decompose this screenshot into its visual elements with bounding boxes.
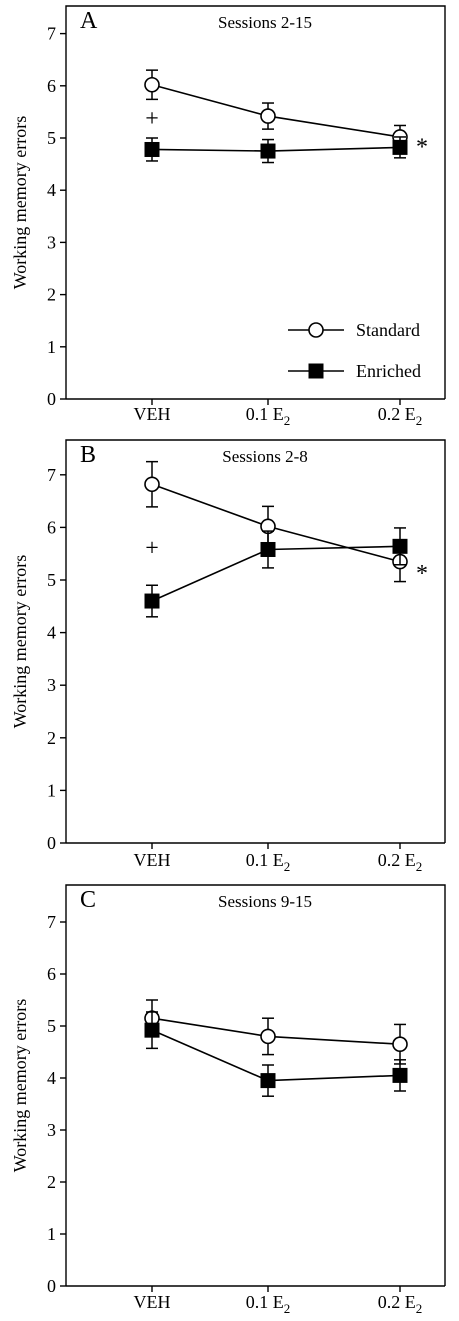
y-tick-label: 2	[47, 728, 56, 748]
annotation-plus: +	[145, 535, 159, 561]
y-tick-label: 3	[47, 675, 56, 695]
panel-frame	[65, 439, 446, 843]
point-enriched	[260, 541, 276, 557]
panel-letter: C	[80, 887, 96, 913]
point-standard	[260, 108, 276, 124]
y-tick-label: 5	[47, 570, 56, 590]
x-tick-label: 0.1 E2	[246, 404, 291, 428]
point-standard	[260, 1028, 276, 1045]
y-tick-label: 1	[47, 337, 56, 357]
point-enriched	[392, 1067, 408, 1083]
y-tick-label: 5	[47, 1016, 56, 1036]
panel-letter: A	[80, 8, 98, 34]
point-enriched	[144, 593, 160, 609]
y-tick-label: 2	[47, 1172, 56, 1192]
x-tick-label: 0.1 E2	[246, 1292, 291, 1316]
y-tick-label: 0	[47, 833, 56, 853]
annotation-star: *	[416, 135, 428, 161]
panel-frame	[65, 5, 446, 399]
y-tick-label: 7	[47, 912, 56, 932]
point-enriched	[260, 1073, 276, 1089]
annotation-star: *	[416, 561, 428, 587]
series-line-enriched	[151, 146, 401, 152]
legend-label: Standard	[356, 320, 420, 340]
legend-label: Enriched	[356, 361, 421, 381]
panel-a: 0 1 2 3 4 5 6 7 VEH 0.1 E2 0.2 E2 Working memory er…	[10, 5, 446, 428]
x-tick-label: VEH	[134, 850, 171, 870]
legend-marker-standard	[308, 322, 324, 338]
series-line-enriched	[151, 545, 401, 602]
panel-b: 0 1 2 3 4 5 6 7 VEH 0.1 E2 0.2 E2 Working memory er…	[10, 439, 446, 874]
panel-c: 0 1 2 3 4 5 6 7 VEH 0.1 E2 0.2 E2 Working memory er…	[10, 884, 446, 1316]
y-axis-label: Working memory errors	[10, 555, 30, 729]
y-tick-label: 4	[47, 1068, 56, 1088]
annotation-plus: +	[145, 106, 159, 132]
x-tick-label: VEH	[134, 1292, 171, 1312]
x-tick-label: 0.2 E2	[378, 1292, 423, 1316]
y-tick-label: 1	[47, 1224, 56, 1244]
x-tick-label: 0.1 E2	[246, 850, 291, 874]
point-standard	[392, 1036, 408, 1052]
y-tick-label: 3	[47, 232, 56, 252]
x-tick-label: VEH	[134, 404, 171, 424]
y-tick-label: 4	[47, 623, 56, 643]
point-enriched	[260, 143, 276, 159]
panel-frame	[65, 884, 446, 1286]
series-line-standard	[151, 1017, 401, 1045]
y-tick-label: 6	[47, 964, 56, 984]
y-axis-label: Working memory errors	[10, 116, 30, 290]
y-tick-label: 7	[47, 465, 56, 485]
panel-title: Sessions 9-15	[218, 892, 312, 911]
y-tick-label: 1	[47, 780, 56, 800]
legend-marker-enriched	[308, 363, 324, 379]
y-tick-label: 4	[47, 180, 56, 200]
y-tick-label: 6	[47, 517, 56, 537]
point-enriched	[392, 538, 408, 554]
series-line-standard	[151, 83, 401, 138]
y-tick-label: 7	[47, 24, 56, 44]
y-tick-label: 3	[47, 1120, 56, 1140]
point-standard	[144, 76, 160, 93]
series-line-enriched	[151, 1029, 401, 1082]
x-tick-label: 0.2 E2	[378, 850, 423, 874]
point-enriched	[144, 141, 160, 157]
y-tick-label: 0	[47, 389, 56, 409]
y-tick-label: 2	[47, 285, 56, 305]
y-axis-label: Working memory errors	[10, 999, 30, 1173]
legend: Standard Enriched	[288, 320, 421, 381]
y-tick-label: 5	[47, 128, 56, 148]
panel-letter: B	[80, 442, 96, 468]
point-enriched	[144, 1022, 160, 1038]
point-enriched	[392, 139, 408, 155]
y-tick-label: 6	[47, 76, 56, 96]
y-tick-label: 0	[47, 1276, 56, 1296]
point-standard	[144, 476, 160, 493]
panel-title: Sessions 2-8	[222, 447, 307, 466]
x-tick-label: 0.2 E2	[378, 404, 423, 428]
panel-title: Sessions 2-15	[218, 13, 312, 32]
